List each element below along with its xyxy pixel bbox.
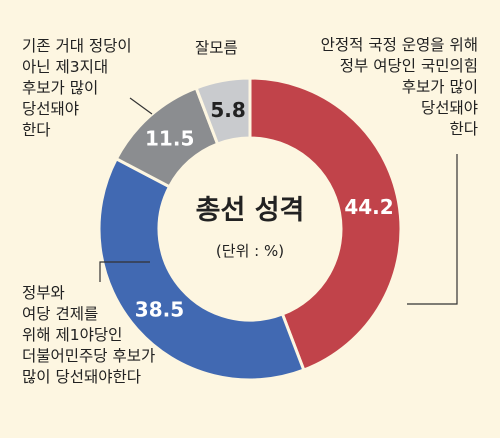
slices-layer xyxy=(97,76,403,382)
slice-label-third: 기존 거대 정당이 아닌 제3지대 후보가 많이 당선돼야 한다 xyxy=(22,37,132,139)
value-label-third: 11.5 xyxy=(145,126,194,150)
leader-line-gov xyxy=(407,154,458,305)
leader-line-third xyxy=(129,97,153,115)
slice-opp xyxy=(97,156,306,382)
value-labels: 44.2 38.5 11.5 5.8 xyxy=(135,98,394,321)
value-label-opp: 38.5 xyxy=(135,297,184,321)
leader-lines xyxy=(99,97,458,305)
slice-label-unknown: 잘모름 xyxy=(195,39,238,57)
leader-line-opp xyxy=(99,261,150,282)
slice-label-opp: 정부와 여당 견제를 위해 제1야당인 더불어민주당 후보가 많이 당선돼야한다 xyxy=(22,284,156,386)
value-label-gov: 44.2 xyxy=(344,195,393,219)
slice-label-gov: 안정적 국정 운영을 위해 정부 여당인 국민의힘 후보가 많이 당선돼야 한다 xyxy=(320,36,478,138)
slice-gov xyxy=(248,76,403,373)
unit-note: (단위 : %) xyxy=(216,242,284,260)
value-label-unknown: 5.8 xyxy=(210,98,245,122)
chart-title: 총선 성격 xyxy=(196,195,305,226)
slice-unknown xyxy=(194,76,252,146)
